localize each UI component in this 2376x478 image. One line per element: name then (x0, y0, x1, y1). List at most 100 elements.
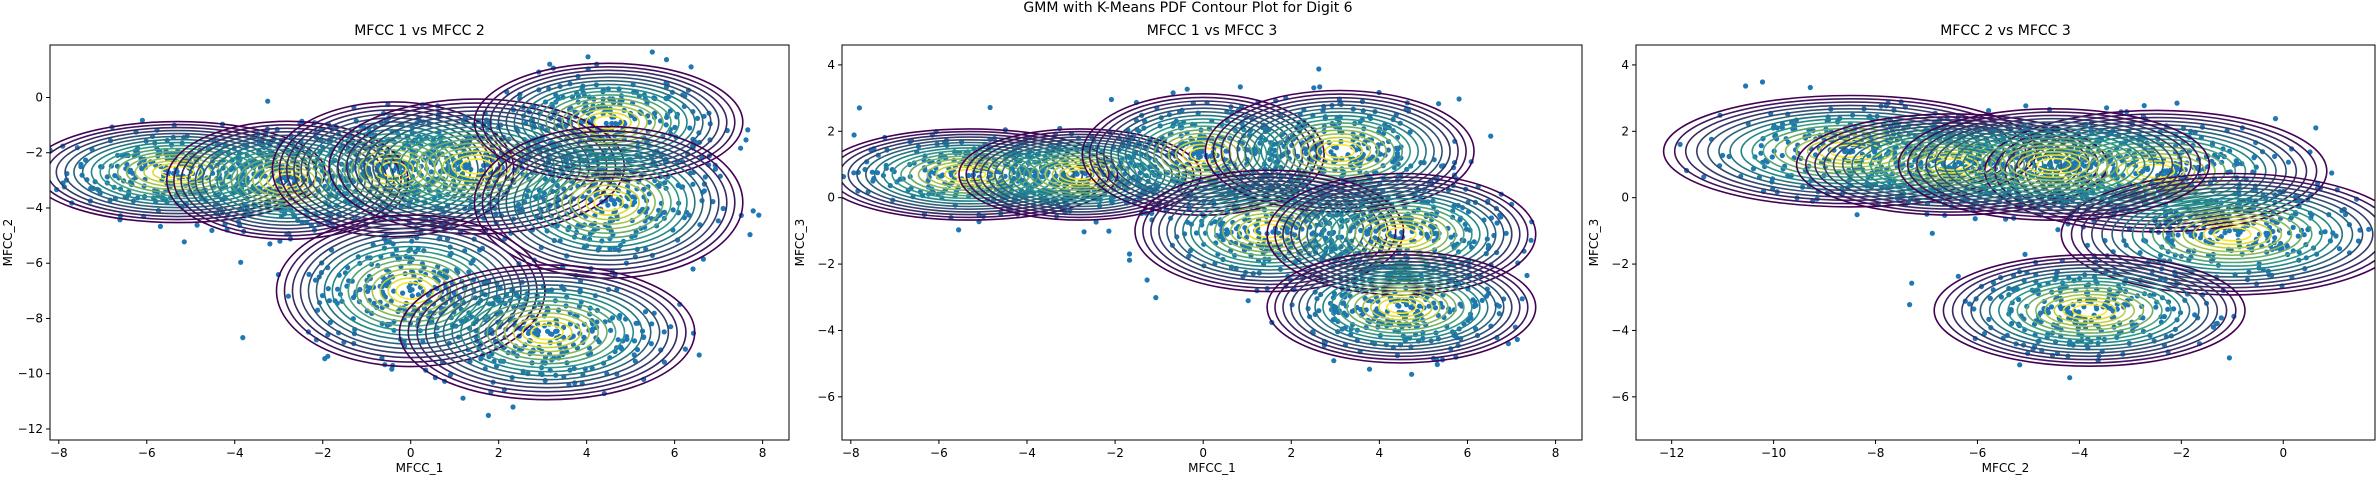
y-tick-label: −6 (817, 390, 835, 404)
data-point (1193, 230, 1200, 236)
contour-level (1370, 293, 1433, 321)
data-point (449, 168, 455, 174)
contour-level (451, 288, 643, 377)
data-point (209, 227, 215, 233)
contour-level (125, 153, 230, 191)
contour-level (1138, 121, 1268, 188)
data-point (510, 404, 516, 410)
contour-level (569, 179, 648, 225)
data-point (632, 358, 638, 364)
contour-level (521, 152, 696, 252)
data-point (478, 168, 484, 174)
data-point (444, 274, 450, 280)
contour-level (569, 104, 648, 141)
data-point (1701, 174, 1707, 180)
data-point (498, 341, 504, 347)
data-point (1093, 219, 1099, 225)
contour-level (497, 139, 720, 266)
data-point (1386, 138, 1392, 145)
contour-level (986, 139, 1173, 211)
x-tick-label: 6 (671, 446, 679, 460)
data-point (1339, 218, 1345, 224)
contour-level (1015, 149, 1145, 200)
data-point (1237, 84, 1243, 90)
y-tick-label: −6 (25, 256, 43, 270)
contour-level (1044, 160, 1116, 189)
contour-level (1284, 125, 1395, 177)
contour-level (307, 232, 514, 350)
contour-level (1322, 273, 1481, 341)
contour-level (553, 97, 664, 148)
data-point (1972, 216, 1978, 222)
contour-level (364, 153, 422, 186)
data-point (1106, 228, 1112, 234)
data-point (1494, 220, 1500, 226)
data-point (688, 64, 694, 70)
data-point (1339, 300, 1346, 306)
data-point (938, 173, 945, 179)
axes-frame (841, 44, 1583, 441)
data-point (325, 286, 331, 292)
data-point (1144, 277, 1150, 283)
data-point (623, 203, 629, 209)
data-point (694, 115, 701, 121)
data-point (238, 259, 244, 265)
contour-level (512, 316, 582, 349)
data-point (687, 125, 693, 131)
data-point (1769, 154, 1775, 160)
data-point (1341, 310, 1347, 316)
data-point (1720, 152, 1726, 158)
x-tick-label: 4 (583, 446, 591, 460)
y-tick-label: 2 (827, 124, 835, 138)
data-point (1854, 212, 1860, 218)
data-point (851, 132, 857, 138)
contour-level (50, 123, 318, 221)
data-point (2329, 170, 2335, 176)
data-point (664, 114, 670, 120)
x-tick-label: 2 (495, 446, 503, 460)
contour-level (460, 292, 635, 373)
data-point (1338, 244, 1344, 250)
data-point (547, 61, 553, 67)
data-point (1108, 96, 1114, 103)
y-tick-label: −4 (817, 323, 835, 337)
data-point (738, 145, 744, 151)
data-point (987, 104, 993, 111)
data-point (2070, 164, 2076, 170)
data-point (1334, 308, 1340, 314)
data-point (1233, 226, 1240, 232)
contour-level (1316, 140, 1364, 163)
contour-level (842, 130, 1110, 219)
data-point (391, 288, 397, 294)
data-point (603, 120, 609, 126)
data-point (409, 293, 415, 299)
data-point (435, 264, 441, 270)
contour-level (521, 83, 696, 162)
data-point (1184, 86, 1190, 92)
contour-level (442, 284, 652, 381)
data-point (630, 194, 636, 200)
contour-level (561, 101, 656, 144)
data-point (389, 366, 395, 372)
x-tick-label: −2 (1106, 446, 1124, 460)
data-point (2285, 159, 2291, 165)
data-point (966, 172, 972, 179)
x-tick-label: −6 (138, 446, 156, 460)
data-point (1449, 241, 1456, 247)
contour-level (486, 304, 608, 361)
y-tick-label: 0 (35, 90, 43, 104)
contour-level (1386, 300, 1417, 315)
data-point (2141, 103, 2147, 109)
data-point (2174, 100, 2180, 106)
data-point (285, 293, 291, 299)
x-axis-label: MFCC_1 (396, 461, 444, 475)
contour-level (481, 130, 736, 275)
data-point (1403, 302, 1410, 308)
data-point (428, 169, 434, 175)
contour-level (1037, 157, 1123, 192)
x-tick-label: 8 (759, 446, 767, 460)
data-point (1223, 148, 1229, 154)
data-point (139, 166, 145, 172)
data-point (715, 218, 721, 224)
y-tick-label: −4 (25, 201, 43, 215)
